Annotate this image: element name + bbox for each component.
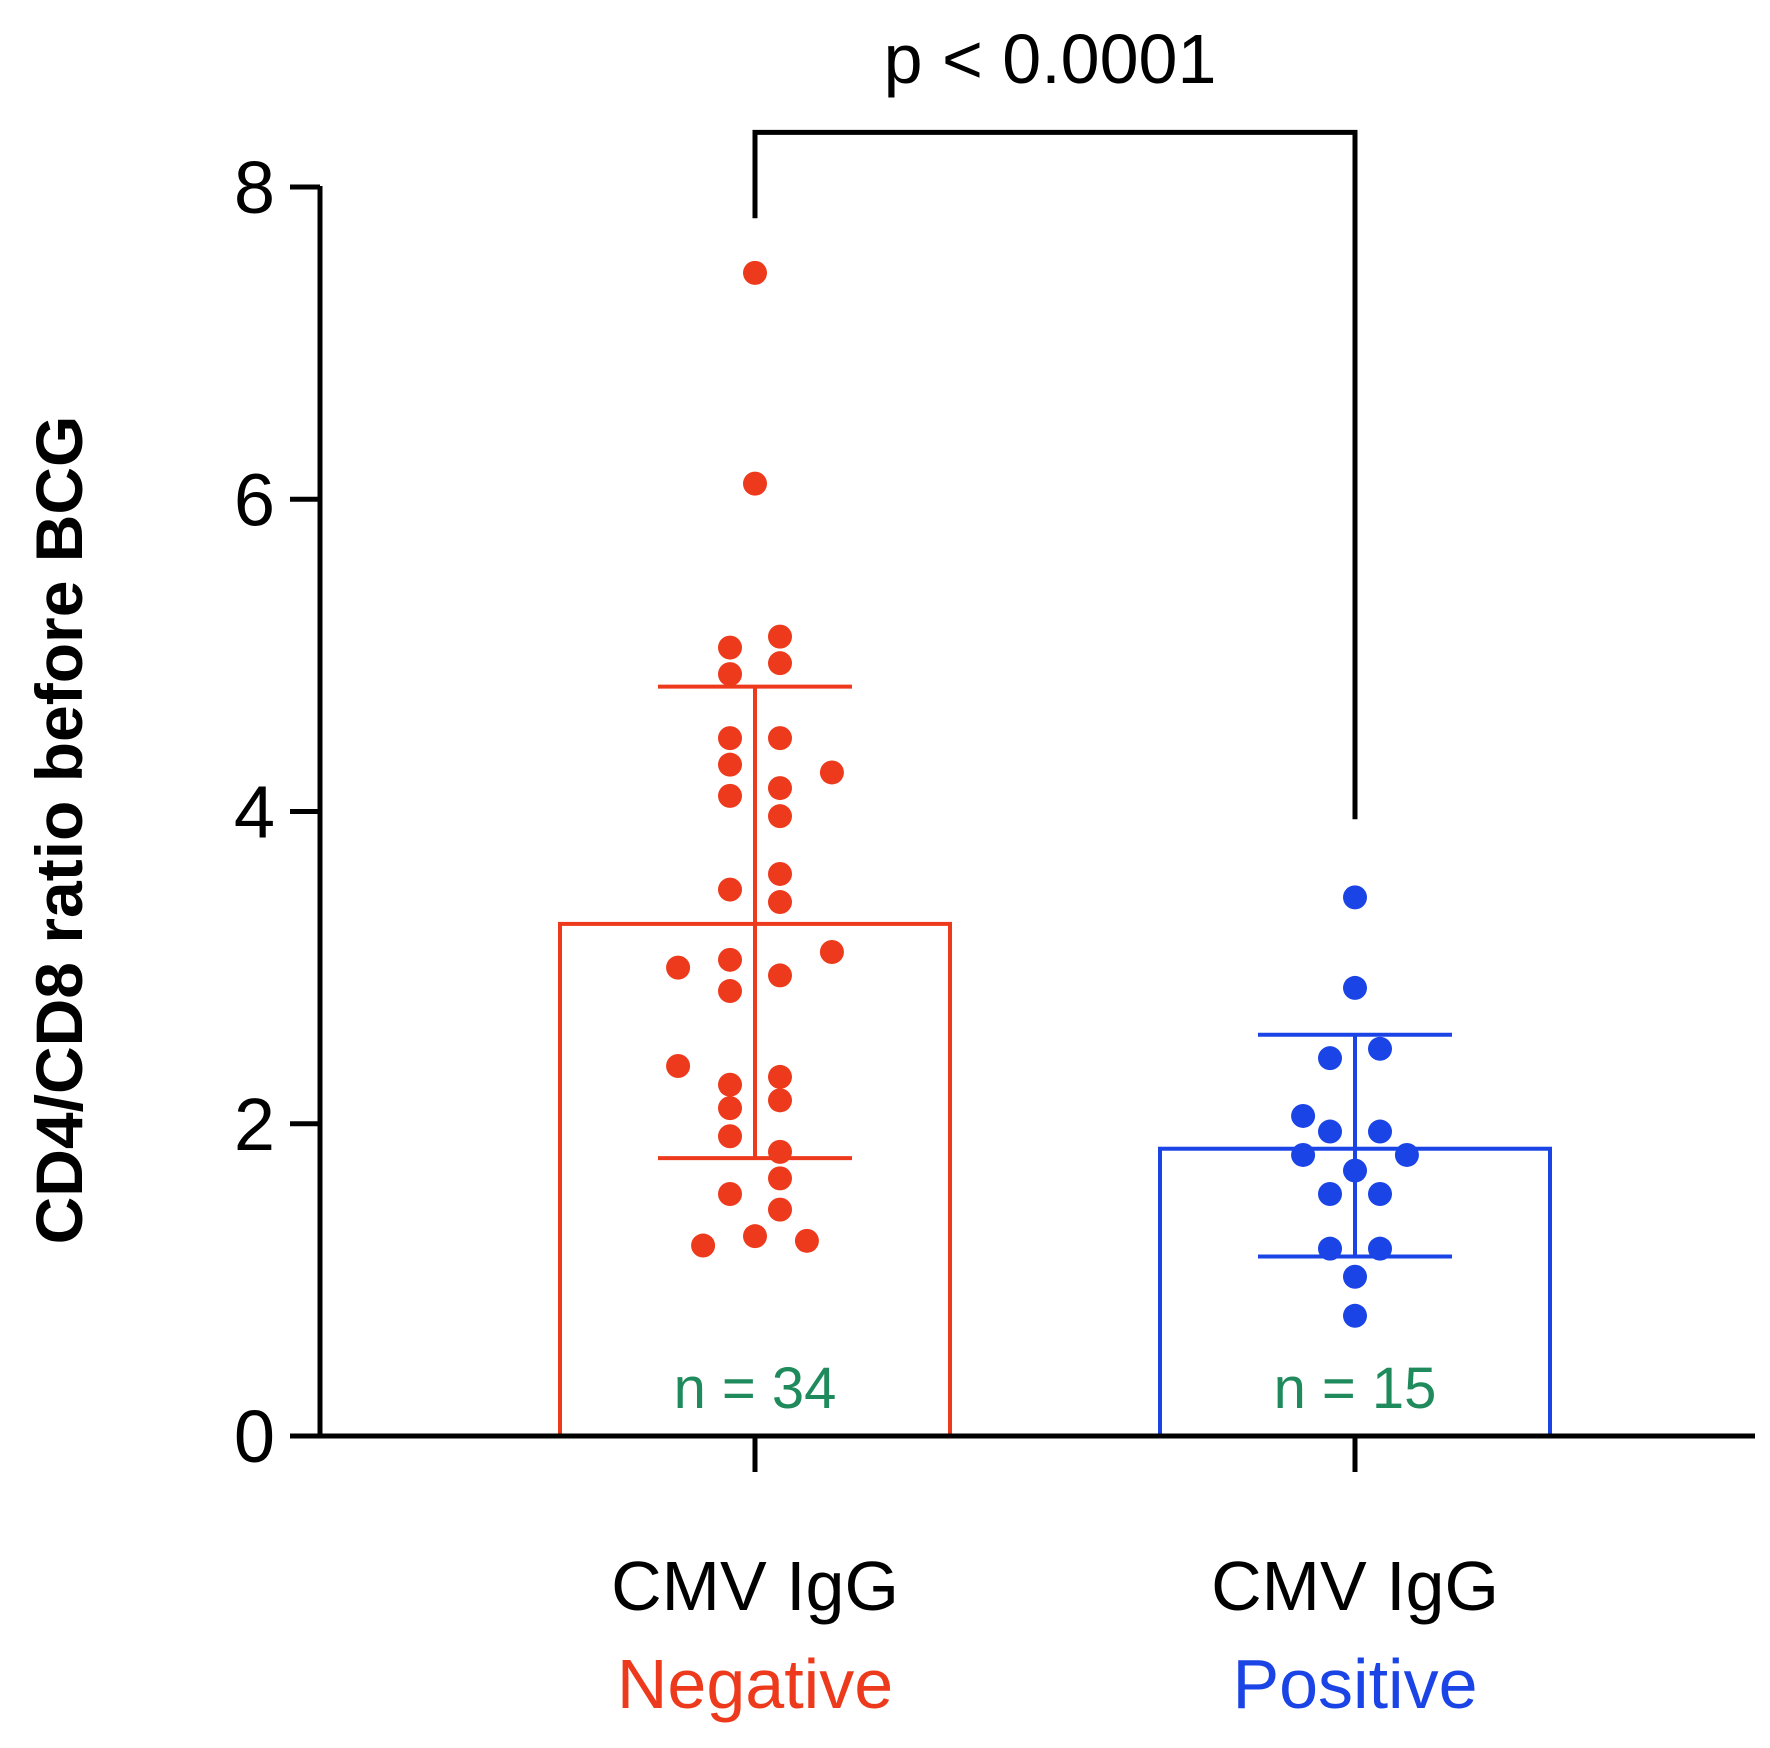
- data-point: [718, 1124, 742, 1149]
- data-point: [1394, 1142, 1419, 1167]
- data-point: [768, 804, 792, 829]
- data-point: [1368, 1182, 1392, 1207]
- n-labels-layer: n = 34 n = 15: [674, 1356, 1437, 1421]
- axes-layer: 0 2 4 6 8: [234, 146, 1755, 1478]
- data-point: [768, 1139, 792, 1164]
- data-point: [768, 1064, 792, 1089]
- n-label: n = 34: [674, 1356, 837, 1421]
- data-point: [794, 1228, 819, 1253]
- data-point: [1291, 1103, 1316, 1128]
- data-point: [691, 1233, 716, 1258]
- y-tick-label: 6: [234, 458, 275, 541]
- data-point: [768, 624, 792, 649]
- data-point: [1318, 1182, 1342, 1207]
- data-point: [718, 635, 742, 660]
- data-point: [819, 940, 844, 965]
- x-tick-label-line1: CMV IgG: [611, 1547, 899, 1625]
- data-point: [718, 1072, 742, 1097]
- p-value-label: p < 0.0001: [884, 20, 1217, 98]
- data-point: [666, 955, 691, 980]
- data-point: [768, 861, 792, 886]
- y-tick-label: 8: [234, 146, 275, 229]
- data-point: [1343, 885, 1367, 910]
- y-tick-label: 2: [234, 1083, 275, 1166]
- x-tick-label-line2: Positive: [1232, 1645, 1477, 1723]
- data-point: [666, 1053, 691, 1078]
- data-point: [1368, 1036, 1392, 1061]
- data-point: [768, 651, 792, 676]
- x-labels-layer: CMV IgG Negative CMV IgG Positive: [611, 1547, 1499, 1723]
- n-label: n = 15: [1274, 1356, 1437, 1421]
- data-point: [1343, 1303, 1367, 1328]
- data-point: [743, 260, 767, 285]
- data-point: [718, 1182, 742, 1207]
- x-tick-label-line1: CMV IgG: [1211, 1547, 1499, 1625]
- data-point: [1368, 1119, 1392, 1144]
- data-point: [718, 726, 742, 751]
- data-point: [1318, 1046, 1342, 1071]
- data-point: [768, 1166, 792, 1191]
- data-point: [718, 1096, 742, 1121]
- data-point: [718, 662, 742, 687]
- data-point: [718, 877, 742, 902]
- data-point: [718, 979, 742, 1004]
- points-layer: [666, 260, 1419, 1328]
- data-point: [768, 1197, 792, 1222]
- data-point: [1318, 1119, 1342, 1144]
- data-point: [768, 726, 792, 751]
- data-point: [1343, 1264, 1367, 1289]
- data-point: [819, 760, 844, 785]
- significance-bracket: [752, 129, 1358, 820]
- data-point: [718, 947, 742, 972]
- y-tick-label: 0: [234, 1395, 275, 1478]
- significance-annotation: p < 0.0001: [752, 20, 1358, 820]
- data-point: [1343, 975, 1367, 1000]
- x-tick-label-line2: Negative: [617, 1645, 893, 1723]
- data-point: [718, 783, 742, 808]
- data-point: [1291, 1142, 1316, 1167]
- data-point: [768, 776, 792, 801]
- data-point: [768, 963, 792, 988]
- error-bars-layer: [658, 684, 1452, 1259]
- data-point: [768, 1088, 792, 1113]
- data-point: [743, 471, 767, 496]
- data-point: [743, 1224, 767, 1249]
- y-tick-label: 4: [234, 771, 275, 854]
- y-axis-label: CD4/CD8 ratio before BCG: [22, 416, 96, 1245]
- data-point: [768, 890, 792, 915]
- data-point: [718, 752, 742, 777]
